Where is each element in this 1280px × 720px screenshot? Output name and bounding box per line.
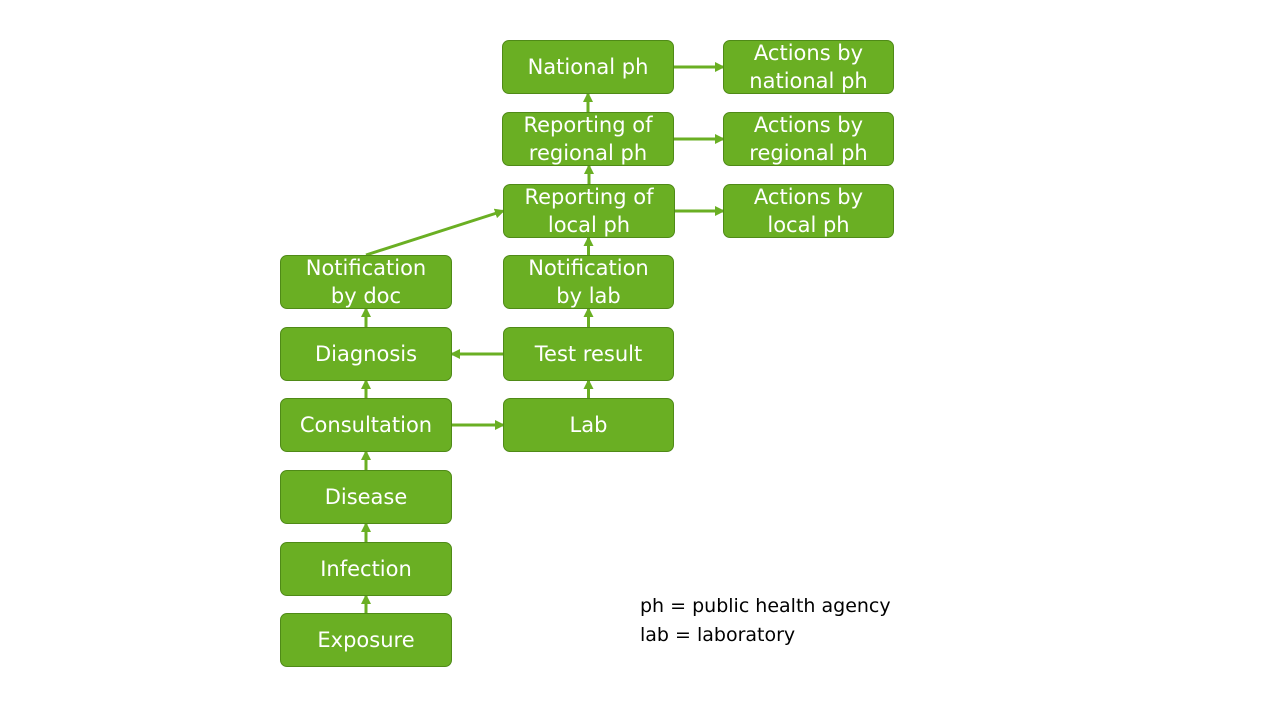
reporting-of-local-ph-box: Reporting of local ph (503, 184, 675, 238)
actions-by-national-ph-box: Actions by national ph (723, 40, 894, 94)
diagnosis-box: Diagnosis (280, 327, 452, 381)
infection-box: Infection (280, 542, 452, 596)
legend-ph: ph = public health agency (640, 595, 891, 617)
actions-by-regional-ph-box: Actions by regional ph (723, 112, 894, 166)
legend-lab: lab = laboratory (640, 624, 796, 646)
disease-box: Disease (280, 470, 452, 524)
reporting-of-regional-ph-box: Reporting of regional ph (502, 112, 674, 166)
national-ph-box: National ph (502, 40, 674, 94)
arrow-notification-doc-to-reporting-local (365, 208, 505, 257)
notification-by-doc-box: Notification by doc (280, 255, 452, 309)
exposure-box: Exposure (280, 613, 452, 667)
actions-by-local-ph-box: Actions by local ph (723, 184, 894, 238)
test-result-box: Test result (503, 327, 674, 381)
notification-by-lab-box: Notification by lab (503, 255, 674, 309)
consultation-box: Consultation (280, 398, 452, 452)
lab-box: Lab (503, 398, 674, 452)
